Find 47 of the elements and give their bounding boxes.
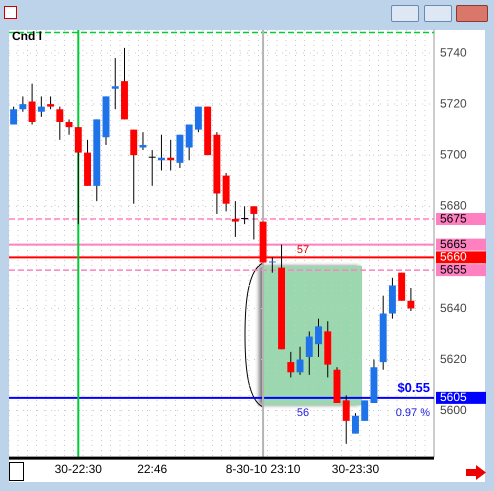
y-tick-label: 5640 [440,300,468,315]
y-tick-label: 5680 [440,198,468,213]
annotation: $0.55 [397,380,430,395]
y-tick-label: 5620 [440,352,468,366]
candlestick [158,134,165,171]
ref-line-label: 5605 [440,390,468,404]
candlestick [194,106,202,133]
candlestick [250,206,258,240]
candlestick [296,346,304,376]
ref-line-label: 5655 [440,262,468,276]
candlestick [361,400,368,422]
ref-line-label: 5665 [440,236,468,251]
candlestick [38,96,45,118]
candlestick [315,318,322,358]
candlestick [19,96,26,112]
y-tick-label: 5740 [440,45,468,60]
candlestick [287,351,294,378]
x-tick-label: 22:46 [137,462,168,476]
candlestick [352,412,359,434]
ref-line-label: 5675 [440,211,468,226]
candlestick [112,58,119,110]
y-tick-label: 5660 [440,250,468,264]
candlestick [241,206,248,225]
candlestick [47,96,54,110]
candlestick [148,150,156,186]
annotation: 56 [296,407,310,419]
x-tick-label: 8-30-10 23:10 [226,462,301,476]
candlestick [306,330,313,376]
candlestick [232,200,239,238]
candlestick [407,288,414,312]
y-tick-label: 5720 [440,96,468,110]
candlestick [10,106,18,126]
candlestick [66,118,73,136]
annotation: 57 [296,244,310,256]
annotation: 0.97 % [396,407,430,419]
candlestick [167,139,174,171]
y-tick-label: 5700 [440,147,468,162]
candlestick [140,132,146,151]
candlestick [56,106,64,140]
candlestick [186,124,193,161]
candlestick [342,394,350,444]
y-tick-label: 5600 [440,402,468,417]
annotation: Cnd l [12,29,42,43]
candlestick [28,83,36,126]
x-tick-label: 30-23:30 [332,462,380,476]
x-tick-label: 30-22:30 [54,462,102,476]
candlestick [268,256,276,274]
